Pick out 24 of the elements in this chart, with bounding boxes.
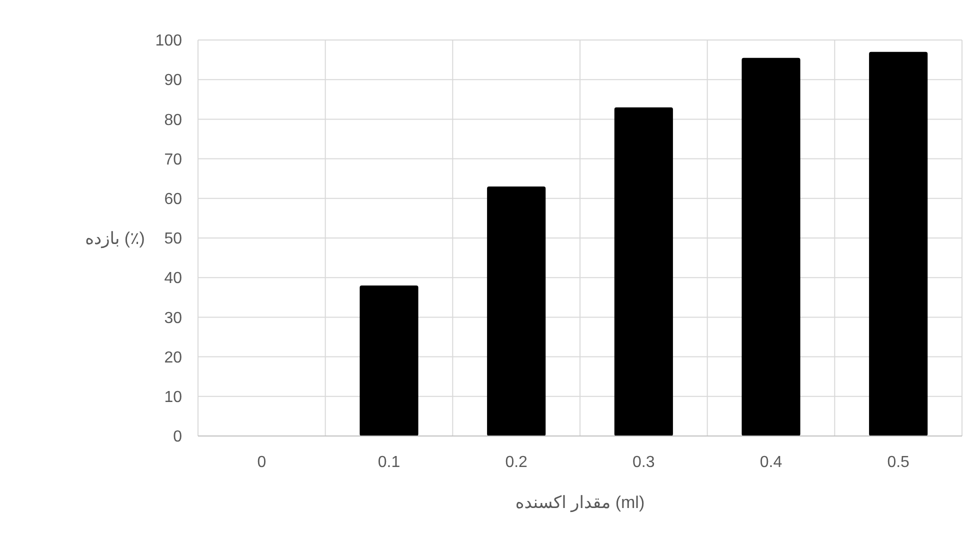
y-tick-label: 100 [155, 32, 182, 50]
x-tick-label: 0.2 [505, 454, 528, 471]
y-tick-label: 60 [164, 191, 182, 208]
y-tick-label: 90 [164, 72, 182, 90]
x-tick-label: 0.1 [378, 454, 400, 471]
x-tick-label: 0 [257, 454, 266, 471]
y-tick-label: 80 [164, 112, 182, 129]
x-tick-label: 0.3 [632, 454, 655, 471]
y-tick-label: 30 [164, 310, 182, 327]
y-tick-label: 0 [173, 428, 182, 446]
y-tick-label: 70 [164, 151, 182, 168]
x-axis-title: مقدار اکسنده (ml) [515, 493, 645, 513]
y-tick-label: 20 [164, 349, 182, 366]
bar [869, 52, 928, 436]
bar [360, 286, 418, 436]
x-tick-label: 0.4 [760, 454, 782, 471]
bar [742, 58, 800, 436]
bar [487, 186, 546, 436]
y-tick-label: 40 [164, 270, 182, 288]
bar [614, 107, 673, 436]
y-axis-title: بازده (٪) [85, 228, 145, 249]
x-tick-label: 0.5 [887, 454, 910, 471]
y-tick-label: 10 [164, 389, 182, 406]
y-tick-label: 50 [164, 230, 182, 248]
